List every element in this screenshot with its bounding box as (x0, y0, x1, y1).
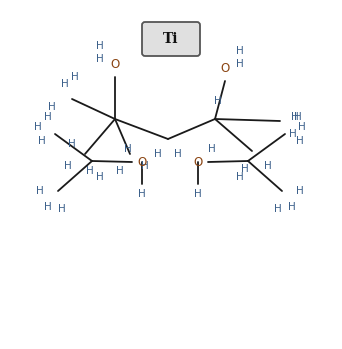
Text: H: H (124, 144, 132, 154)
Text: H: H (154, 149, 162, 159)
Text: H: H (96, 172, 104, 182)
Text: H: H (214, 96, 222, 106)
Text: H: H (236, 59, 244, 69)
Text: H: H (71, 72, 79, 82)
Text: H: H (138, 189, 146, 199)
Text: H: H (44, 202, 52, 212)
Text: H: H (44, 112, 52, 122)
Text: H: H (36, 186, 44, 196)
Text: O: O (110, 58, 120, 70)
Text: H: H (116, 166, 124, 176)
Text: H: H (296, 136, 304, 146)
Text: H: H (141, 161, 149, 171)
Text: H: H (48, 102, 56, 112)
Text: H: H (294, 112, 302, 122)
Text: H: H (194, 189, 202, 199)
Text: H: H (96, 54, 104, 64)
Text: H: H (86, 166, 94, 176)
Text: H: H (34, 122, 42, 132)
Text: Ti: Ti (163, 32, 179, 46)
Text: H: H (61, 79, 69, 89)
Text: H: H (64, 161, 72, 171)
FancyBboxPatch shape (142, 22, 200, 56)
Text: H: H (96, 41, 104, 51)
Text: H: H (38, 136, 46, 146)
Text: H: H (264, 161, 272, 171)
Text: H: H (241, 164, 249, 174)
Text: H: H (58, 204, 66, 214)
Text: H: H (236, 46, 244, 56)
Text: H: H (298, 122, 306, 132)
Text: H: H (288, 202, 296, 212)
Text: H: H (174, 149, 182, 159)
Text: H: H (68, 139, 76, 149)
Text: O: O (193, 156, 202, 169)
Text: H: H (296, 186, 304, 196)
Text: H: H (236, 172, 244, 182)
Text: H: H (274, 204, 282, 214)
Text: H: H (208, 144, 216, 154)
Text: O: O (137, 156, 147, 169)
Text: H: H (289, 129, 297, 139)
Text: O: O (220, 62, 229, 75)
Text: H: H (291, 112, 299, 122)
